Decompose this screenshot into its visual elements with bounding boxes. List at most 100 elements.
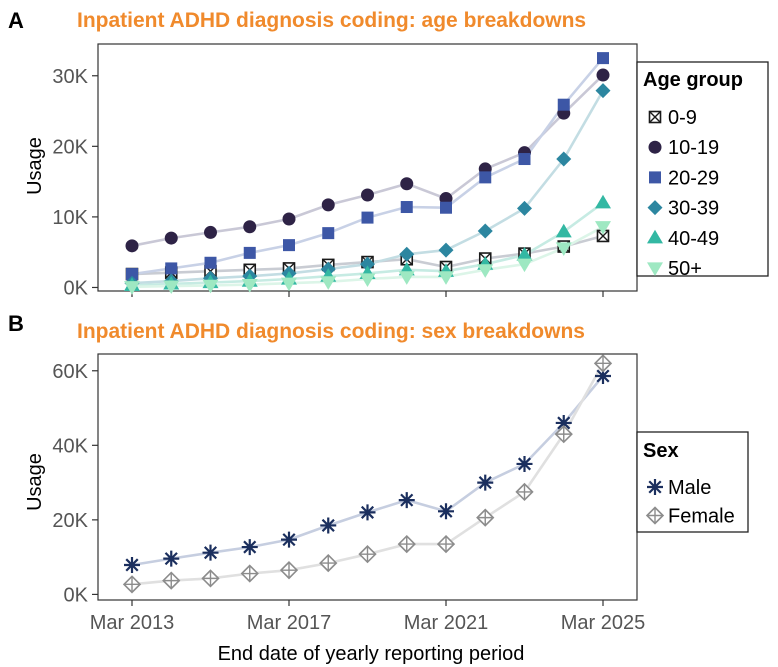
panel-a-point-20-29 [165,262,178,275]
panel-a-point-30-39 [477,223,493,239]
panel-a-point-50+ [398,271,415,285]
panel-b-point-Female [593,354,613,373]
panel-a-point-10-19 [282,212,296,226]
panel-b-point-Female [436,534,456,554]
panel-a-point-20-29 [557,98,570,111]
panel-a-title: Inpatient ADHD diagnosis coding: age bre… [77,9,586,32]
panel-a-legend-label: 10-19 [668,137,719,159]
panel-a-point-50+ [320,276,337,290]
panel-b-point-Male [124,556,140,573]
panel-b-x-tick-label: Mar 2025 [561,612,646,634]
panel-b-y-axis: 0K 20K 40K 60K [52,361,98,606]
panel-a-legend-key-50+ [647,262,663,276]
panel-a-point-50+ [555,242,572,256]
panel-b-point-Male [398,492,415,509]
panel-a-point-20-29 [126,268,138,281]
panel-a-point-20-29 [479,171,492,184]
panel-a-point-20-29 [440,201,452,214]
panel-a-point-10-19 [400,177,414,191]
panel-a-point-40-49 [516,247,533,261]
panel-a-legend-key-20-29 [649,171,661,184]
panel-b-point-Female [554,425,573,444]
panel-a-legend-key-40-49 [647,229,663,244]
panel-b-point-Female [122,575,142,594]
panel-b-point-Female [397,534,416,554]
panel-a-series-lines [131,57,605,289]
panel-a-legend-key-10-19 [648,140,662,154]
panel-a-point-30-39 [517,200,532,216]
panel-b-point-Female [476,508,495,527]
panel-a-legend-label: 0-9 [668,107,697,129]
panel-a-y-tick-label: 30K [52,66,88,88]
panel-a-point-50+ [241,279,258,293]
panel-b-x-tick-label: Mar 2017 [247,612,332,634]
panel-a-legend-label: 40-49 [668,228,719,250]
panel-b-point-Male [202,544,219,561]
panel-b-x-tick-label: Mar 2013 [90,612,175,634]
panel-a-legend-label: 30-39 [668,198,719,220]
panel-b-legend-items: Male Female [645,477,735,528]
panel-a-legend-title: Age group [643,69,743,91]
panel-b-x-tick-label: Mar 2021 [404,612,489,634]
panel-a-point-30-39 [556,151,572,167]
panel-b-point-Male [555,414,572,431]
panel-a-point-10-19 [596,68,610,82]
panel-a-point-20-29 [204,256,217,269]
panel-b-point-Female [279,561,299,580]
panel-a-point-50+ [516,258,533,273]
panel-b-point-Male [477,474,494,491]
panel-b-y-tick-label: 40K [52,435,88,457]
panel-a-legend-label: 20-29 [668,167,719,189]
panel-b-point-Male [163,550,180,567]
panel-a-point-30-39 [595,83,611,99]
panel-a-point-30-39 [360,256,375,272]
panel-a-point-20-29 [243,246,256,259]
panel-a-point-50+ [202,279,219,294]
panel-a-line-30-39 [131,89,605,285]
panel-b-y-tick-label: 0K [64,584,89,606]
panel-a-point-10-19 [361,188,374,202]
panel-a-point-40-49 [555,223,572,238]
panel-b-legend: Sex Male Female [636,431,749,533]
panel-a-point-30-39 [399,246,415,262]
panel-b-point-Female [358,545,377,564]
panel-b-y-tick-label: 20K [52,510,88,532]
panel-b-point-Male [359,504,376,521]
x-axis-title: End date of yearly reporting period [218,643,525,665]
panel-a-point-10-19 [125,239,139,253]
panel-b-legend-title: Sex [643,440,679,462]
panel-b-line-Male [131,375,604,567]
panel-a-y-tick-label: 0K [64,277,89,299]
panel-a-point-50+ [438,271,454,285]
panel-a-y-tick-label: 10K [52,207,88,229]
panel-b-legend-key-Male [647,479,663,495]
panel-a-legend-key-30-39 [647,200,663,216]
panel-b-point-Female [319,553,338,573]
panel-a-point-50+ [595,221,611,235]
panel-a-point-40-49 [595,194,611,209]
panel-b-letter: B [8,311,24,336]
panel-a-legend-items: 0-9 10-19 20-29 30-39 40-49 50+ [647,107,719,280]
panel-b-point-Female [201,569,220,588]
panel-a-point-20-29 [400,201,413,214]
panel-a-data-points [124,52,611,295]
panel-a-point-30-39 [438,242,454,258]
panel-b-point-Male [241,539,258,556]
panel-a-point-20-29 [322,227,335,240]
panel-a-legend: Age group 0-9 10-19 20-29 30-39 40-49 50+ [636,61,769,280]
panel-b-legend-label: Male [668,477,711,499]
panel-a-point-10-19 [321,198,335,212]
panel-a-point-50+ [163,280,180,295]
panel-b-y-tick-label: 60K [52,361,88,383]
panel-a-point-50+ [477,264,494,278]
panel-a: A Inpatient ADHD diagnosis coding: age b… [8,8,769,299]
panel-a-letter: A [8,8,24,33]
panel-b-legend-key-Female [645,506,665,525]
panel-a-point-10-19 [164,231,178,245]
panel-b-legend-label: Female [668,506,735,528]
panel-a-point-20-29 [361,211,374,224]
panel-b-point-Male [595,367,611,384]
panel-a-point-50+ [359,273,376,288]
panel-b: B Inpatient ADHD diagnosis coding: sex b… [8,311,749,665]
panel-b-point-Female [515,482,534,502]
